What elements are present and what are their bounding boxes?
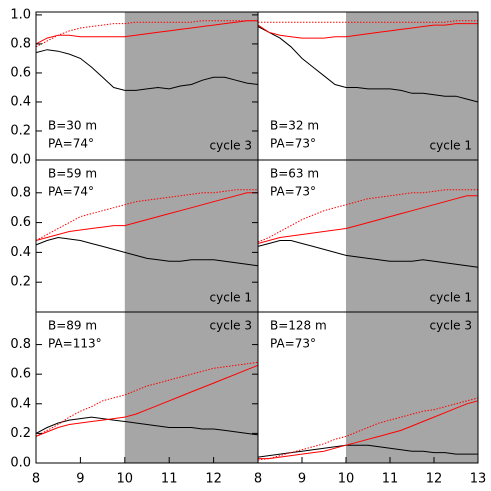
shaded-region [124, 312, 258, 463]
y-tick-label: 0.8 [10, 36, 31, 51]
y-tick-label: 0.0 [10, 456, 31, 471]
x-tick-label: 9 [76, 472, 84, 487]
baseline-label: B=63 m [270, 167, 319, 181]
y-tick-label: 0.2 [10, 123, 31, 138]
y-tick-label: 0.6 [10, 65, 31, 80]
y-tick-label: 0.6 [10, 367, 31, 382]
series-line [257, 26, 479, 103]
series-line [257, 189, 478, 243]
position-angle-label: PA=113° [48, 337, 102, 351]
series-line [258, 400, 479, 460]
shaded-region [124, 160, 258, 312]
shaded-region [346, 312, 478, 463]
y-tick-label: 0.8 [10, 185, 31, 200]
x-tick-label: 11 [161, 472, 178, 487]
baseline-label: B=32 m [270, 119, 319, 133]
y-tick-label: 0.4 [10, 245, 31, 260]
y-tick-label: 0.4 [10, 94, 31, 109]
position-angle-label: PA=73° [270, 137, 316, 151]
cycle-label: cycle 3 [430, 319, 472, 333]
baseline-label: B=59 m [48, 167, 97, 181]
baseline-label: B=30 m [48, 119, 97, 133]
y-tick-label: 0.8 [10, 337, 31, 352]
series-line [257, 195, 478, 244]
cycle-label: cycle 1 [210, 291, 252, 305]
series-line [35, 364, 259, 437]
x-tick-label: 9 [298, 472, 306, 487]
x-tick-label: 10 [338, 472, 355, 487]
x-tick-label: 12 [205, 472, 222, 487]
series-line [258, 20, 478, 23]
x-tick-label: 8 [32, 472, 40, 487]
panel-frame [257, 311, 479, 464]
x-tick-label: 11 [382, 472, 399, 487]
position-angle-label: PA=74° [48, 137, 94, 151]
shaded-region [124, 12, 258, 160]
series-line [35, 189, 258, 241]
y-tick-label: 0.4 [10, 396, 31, 411]
y-tick-label: 0.6 [10, 215, 31, 230]
baseline-label: B=89 m [48, 319, 97, 333]
series-line [257, 240, 479, 268]
series-line [257, 23, 478, 39]
series-line [35, 192, 258, 241]
x-tick-label: 13 [470, 472, 487, 487]
cycle-label: cycle 3 [210, 319, 252, 333]
series-line [35, 236, 259, 267]
cycle-label: cycle 1 [430, 291, 472, 305]
position-angle-label: PA=74° [48, 185, 94, 199]
y-tick-label: 1.0 [10, 7, 31, 22]
position-angle-label: PA=73° [270, 185, 316, 199]
position-angle-label: PA=73° [270, 337, 316, 351]
y-tick-label: 0.2 [10, 275, 31, 290]
y-tick-label: 0.2 [10, 426, 31, 441]
x-tick-label: 10 [117, 472, 134, 487]
series-line [35, 20, 258, 45]
shaded-region [346, 160, 478, 312]
series-line [257, 397, 479, 461]
series-line [35, 49, 259, 91]
x-tick-label: 12 [426, 472, 443, 487]
series-line [35, 416, 259, 436]
cycle-label: cycle 3 [210, 139, 252, 153]
series-line [257, 444, 478, 458]
series-line [35, 361, 259, 437]
baseline-label: B=128 m [270, 319, 327, 333]
x-tick-label: 8 [254, 472, 262, 487]
cycle-label: cycle 1 [430, 139, 472, 153]
y-tick-label: 0.0 [10, 153, 31, 168]
series-line [35, 20, 258, 48]
shaded-region [346, 12, 478, 160]
